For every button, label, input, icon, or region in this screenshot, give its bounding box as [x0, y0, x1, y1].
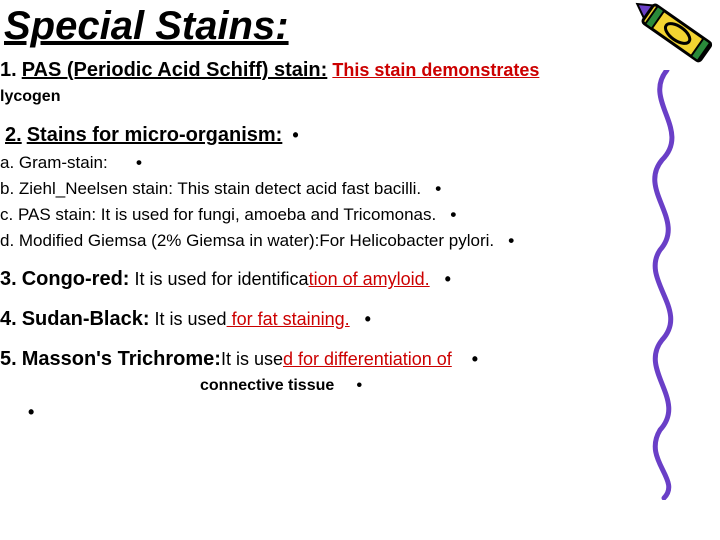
item-masson: 5. Masson's Trichrome:It is used for dif…	[0, 344, 720, 374]
bullet-icon: •	[472, 349, 478, 369]
masson-label: Masson's Trichrome:	[22, 348, 221, 370]
sudan-label: Sudan-Black:	[22, 308, 150, 330]
item-pas: 1. PAS (Periodic Acid Schiff) stain: Thi…	[0, 55, 720, 85]
bullet-icon: •	[365, 309, 371, 329]
bullet-icon: •	[28, 402, 34, 422]
item-congo: 3. Congo-red: It is used for identificat…	[0, 264, 720, 294]
pas-cont: lycogen	[0, 85, 720, 110]
micro-num: 2.	[5, 124, 22, 146]
congo-num: 3.	[0, 268, 17, 290]
congo-label: Congo-red:	[22, 268, 130, 290]
pas-desc: This stain demonstrates	[332, 60, 539, 80]
micro-c: c. PAS stain: It is used for fungi, amoe…	[0, 202, 720, 228]
micro-d-text: d. Modified Giemsa (2% Giemsa in water):…	[0, 231, 494, 250]
bullet-icon: •	[292, 125, 298, 145]
congo-pre: It is used for identifica	[134, 269, 308, 289]
item-micro: 2. Stains for micro-organism: •	[0, 120, 720, 150]
bullet-icon: •	[508, 231, 514, 250]
micro-label: Stains for micro-organism:	[27, 124, 283, 146]
bullet-icon: •	[445, 269, 451, 289]
micro-a: a. Gram-stain: •	[0, 150, 720, 176]
masson-num: 5.	[0, 348, 17, 370]
bullet-icon: •	[136, 153, 142, 172]
sudan-red: for fat staining.	[227, 309, 350, 329]
item-sudan: 4. Sudan-Black: It is used for fat stain…	[0, 304, 720, 334]
micro-c-text: c. PAS stain: It is used for fungi, amoe…	[0, 205, 436, 224]
pas-label: PAS (Periodic Acid Schiff) stain:	[22, 59, 328, 81]
micro-d: d. Modified Giemsa (2% Giemsa in water):…	[0, 228, 720, 254]
bullet-icon: •	[450, 205, 456, 224]
micro-a-text: a. Gram-stain:	[0, 153, 108, 172]
micro-b: b. Ziehl_Neelsen stain: This stain detec…	[0, 176, 720, 202]
bullet-icon: •	[357, 377, 363, 394]
scribble-icon	[632, 70, 702, 500]
congo-red: tion of amyloid.	[309, 269, 430, 289]
masson-ct: connective tissue	[200, 377, 334, 394]
bullet-icon: •	[435, 179, 441, 198]
masson-pre: It is use	[221, 349, 283, 369]
pas-num: 1.	[0, 59, 17, 81]
trailing-bullet: •	[0, 399, 720, 426]
micro-b-text: b. Ziehl_Neelsen stain: This stain detec…	[0, 179, 421, 198]
sudan-pre: It is used	[155, 309, 227, 329]
sudan-num: 4.	[0, 308, 17, 330]
masson-red: d for differentiation of	[283, 349, 452, 369]
page-title: Special Stains:	[0, 0, 720, 55]
masson-ct-line: connective tissue •	[0, 374, 720, 399]
